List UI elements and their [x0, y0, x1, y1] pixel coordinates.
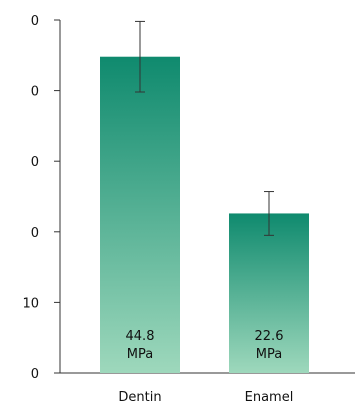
data-label-unit: MPa [127, 347, 153, 362]
y-tick-label: 0 [31, 367, 39, 382]
error-bars [135, 20, 274, 236]
x-axis-ticks: Dentin Enamel [118, 390, 293, 405]
y-tick-label: 0 [31, 155, 39, 170]
data-label-unit: MPa [256, 347, 282, 362]
bars [100, 56, 309, 373]
bar-dentin [100, 56, 180, 373]
x-tick-label: Enamel [245, 390, 294, 405]
y-tick-label: 0 [31, 85, 39, 100]
y-axis-ticks: 0 10 0 0 0 0 [22, 14, 60, 382]
data-label-value: 44.8 [126, 329, 155, 344]
data-label-value: 22.6 [255, 329, 284, 344]
y-tick-label: 0 [31, 14, 39, 29]
data-labels: 44.8 MPa 22.6 MPa [126, 329, 284, 362]
x-tick-label: Dentin [118, 390, 161, 405]
y-tick-label: 10 [22, 296, 39, 311]
bar-enamel [229, 213, 309, 373]
y-tick-label: 0 [31, 226, 39, 241]
